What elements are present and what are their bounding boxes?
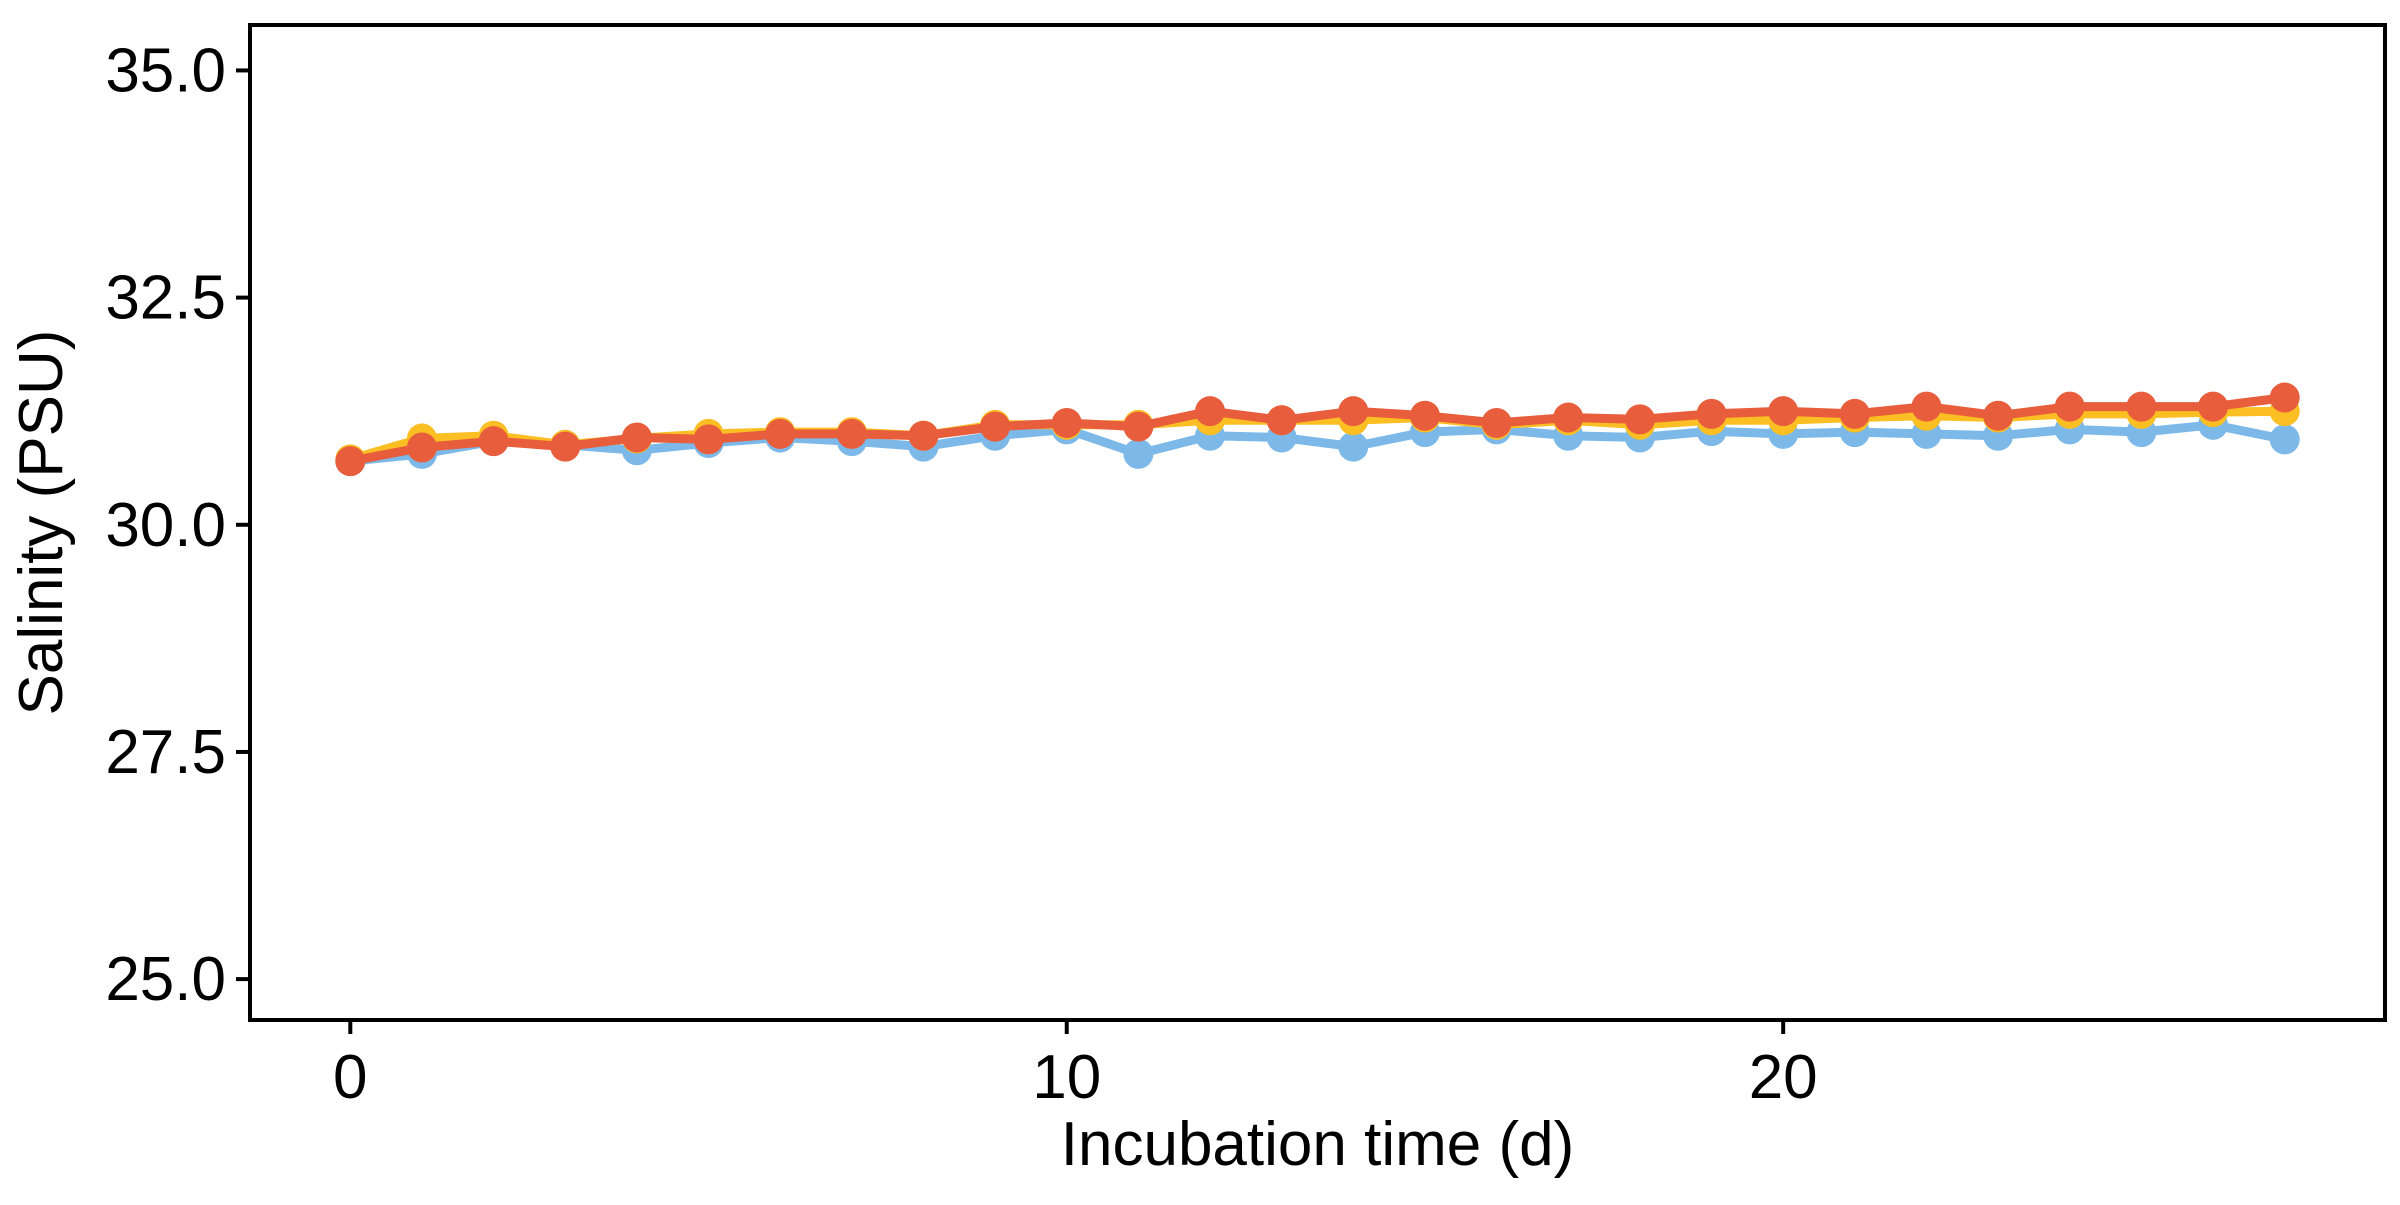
y-axis: 25.0 27.5 30.0 32.5 35.0 (105, 36, 250, 1014)
data-point (1839, 398, 1870, 429)
data-point (2126, 391, 2157, 422)
data-point (1409, 400, 1440, 431)
data-point (1481, 408, 1512, 438)
y-tick-label: 32.5 (105, 264, 226, 333)
data-point (1338, 431, 1369, 462)
data-point (2269, 382, 2300, 413)
y-tick-label: 30.0 (105, 491, 226, 560)
x-tick-label: 20 (1749, 1043, 1818, 1112)
data-point (1553, 402, 1584, 433)
data-point (335, 446, 366, 477)
data-point (1266, 405, 1297, 436)
data-point (1195, 396, 1226, 427)
data-point (765, 418, 796, 449)
plot-frame (248, 23, 2387, 1022)
data-point (550, 431, 581, 462)
data-point (1051, 408, 1082, 438)
x-tick-label: 10 (1032, 1043, 1101, 1112)
data-point (1696, 398, 1727, 429)
series-3 (335, 382, 2300, 477)
data-point (1911, 391, 1942, 422)
y-tick-label: 35.0 (105, 36, 226, 105)
data-point (836, 418, 867, 449)
data-point (2198, 391, 2229, 422)
x-axis-title: Incubation time (d) (1061, 1110, 1574, 1179)
data-point (1983, 400, 2014, 431)
series-line (345, 393, 2290, 466)
data-point (980, 411, 1011, 442)
data-point (478, 426, 509, 457)
data-point (1123, 411, 1154, 442)
data-point (693, 424, 724, 455)
data-point (1123, 438, 1154, 469)
series-line (345, 420, 2290, 466)
x-tick-label: 0 (333, 1043, 367, 1112)
y-tick-label: 25.0 (105, 945, 226, 1014)
x-axis: 0 10 20 (333, 1020, 1818, 1112)
series-layer (335, 382, 2300, 477)
data-point (406, 432, 437, 463)
data-point (2054, 391, 2085, 422)
y-tick-label: 27.5 (105, 718, 226, 787)
data-point (1768, 396, 1799, 427)
data-point (2269, 424, 2300, 455)
data-point (621, 422, 652, 453)
data-point (908, 420, 939, 451)
data-point (1338, 396, 1369, 427)
y-axis-title: Salinity (PSU) (7, 330, 76, 716)
data-point (1624, 404, 1655, 435)
